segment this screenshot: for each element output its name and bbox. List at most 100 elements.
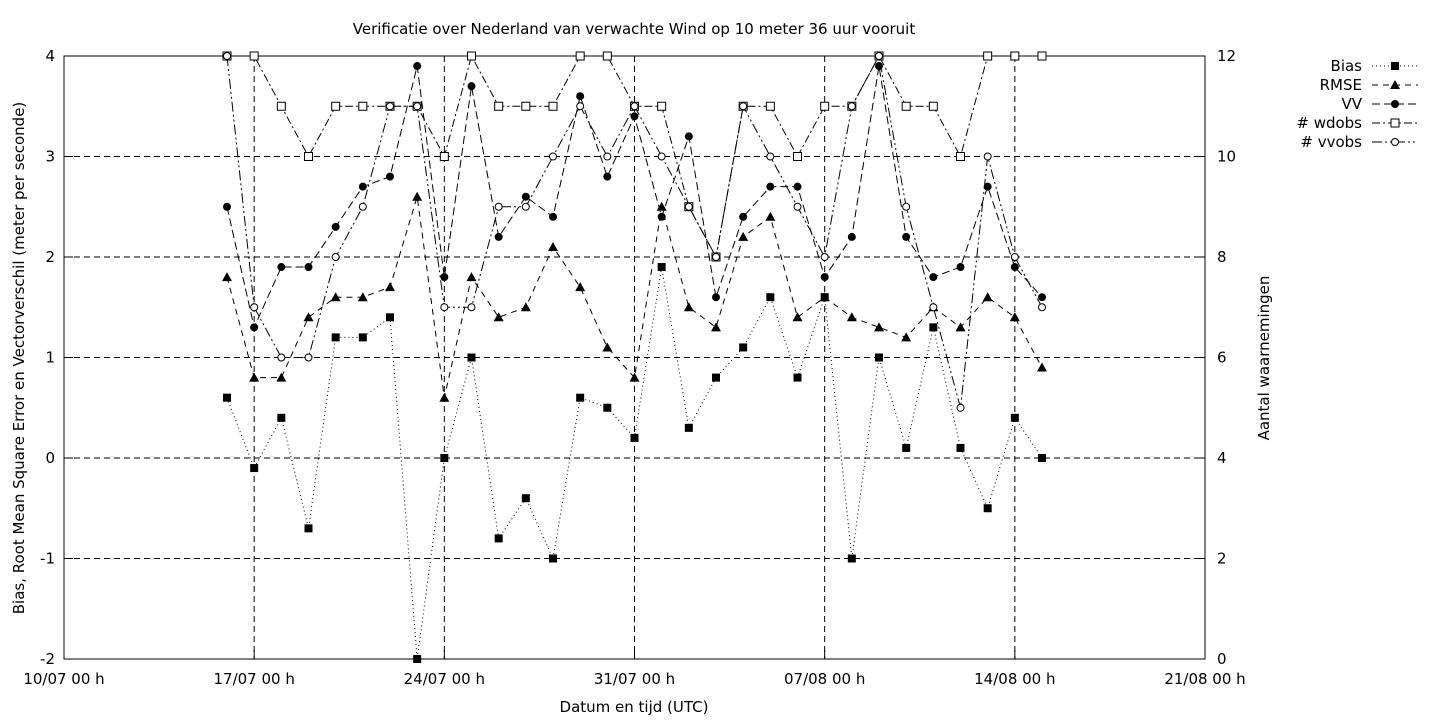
data-point-vvobs — [386, 102, 394, 111]
data-point-bias — [277, 413, 286, 422]
data-point-rmse — [602, 342, 613, 352]
data-point-vvobs — [983, 152, 992, 161]
legend-marker-vvobs — [1391, 138, 1399, 146]
data-point-wdobs — [304, 152, 313, 161]
data-point-bias — [766, 293, 775, 302]
x-tick-label: 31/07 00 h — [594, 670, 675, 688]
data-point-wdobs — [467, 51, 476, 61]
data-point-vvobs — [549, 152, 557, 161]
data-point-vvobs — [712, 253, 720, 261]
data-point-wdobs — [983, 51, 993, 61]
data-point-vv — [929, 273, 938, 282]
data-point-rmse — [466, 272, 477, 282]
chart-title: Verificatie over Nederland van verwachte… — [353, 20, 916, 38]
data-point-vvobs — [684, 202, 693, 211]
y2-tick-label: 10 — [1217, 148, 1236, 166]
data-point-vvobs — [223, 52, 231, 60]
y2-tick-label: 0 — [1217, 650, 1227, 668]
data-point-rmse — [711, 322, 721, 332]
data-point-rmse — [1009, 312, 1020, 322]
data-point-rmse — [738, 231, 749, 241]
data-point-vvobs — [494, 202, 503, 211]
y-axis-label: Bias, Root Mean Square Error en Vectorve… — [10, 102, 28, 615]
x-tick-label: 17/07 00 h — [213, 670, 294, 688]
data-point-vvobs — [603, 152, 612, 161]
data-point-bias — [712, 373, 720, 382]
data-point-bias — [902, 443, 911, 452]
legend-marker-bias — [1391, 62, 1399, 70]
data-point-wdobs — [657, 101, 667, 111]
data-point-wdobs — [928, 101, 938, 111]
data-point-vv — [1010, 263, 1019, 272]
legend-label-vv: VV — [1341, 95, 1362, 113]
x-tick-label: 24/07 00 h — [404, 670, 485, 688]
data-point-bias — [521, 494, 530, 503]
data-point-rmse — [548, 241, 558, 251]
data-point-vv — [467, 82, 476, 91]
data-point-rmse — [874, 322, 884, 332]
data-point-vvobs — [576, 102, 585, 111]
data-point-bias — [929, 323, 938, 332]
data-point-vvobs — [793, 202, 802, 211]
data-point-vvobs — [820, 253, 829, 261]
data-point-vvobs — [766, 152, 775, 161]
data-point-wdobs — [494, 101, 504, 111]
data-point-vvobs — [331, 253, 340, 261]
legend-marker-rmse — [1390, 80, 1400, 89]
data-point-rmse — [656, 201, 667, 211]
legend-marker-vv — [1391, 100, 1399, 108]
data-point-wdobs — [358, 101, 368, 111]
y-tick-label: 1 — [45, 349, 55, 367]
series-vv — [223, 62, 1046, 332]
data-point-rmse — [982, 292, 993, 302]
data-point-vvobs — [1038, 303, 1046, 312]
data-point-bias — [494, 534, 503, 543]
y-tick-label: -1 — [40, 550, 55, 568]
data-point-vv — [521, 192, 530, 201]
grid-lines — [64, 56, 1205, 659]
data-point-vv — [250, 323, 259, 332]
data-point-bias — [358, 333, 367, 342]
y2-tick-label: 4 — [1217, 449, 1227, 467]
data-point-bias — [331, 333, 340, 342]
data-point-vvobs — [304, 353, 313, 362]
data-point-vvobs — [413, 102, 422, 111]
data-point-vv — [223, 202, 231, 211]
data-point-rmse — [493, 312, 504, 322]
data-point-vvobs — [875, 52, 883, 60]
x-tick-label: 07/08 00 h — [784, 670, 865, 688]
data-point-rmse — [222, 272, 232, 282]
data-point-vv — [630, 112, 639, 121]
data-point-vv — [277, 263, 286, 272]
legend-label-wdobs: # wdobs — [1296, 114, 1362, 132]
data-point-rmse — [520, 302, 531, 312]
data-point-rmse — [1037, 362, 1047, 372]
data-point-vvobs — [657, 152, 666, 161]
data-point-bias — [739, 343, 748, 352]
data-point-vvobs — [250, 303, 259, 312]
data-point-vvobs — [739, 102, 748, 111]
y-tick-label: -2 — [40, 650, 55, 668]
legend-label-bias: Bias — [1331, 57, 1363, 75]
data-point-bias — [386, 313, 394, 322]
data-point-vv — [331, 222, 340, 231]
data-point-vv — [304, 263, 313, 272]
y-tick-label: 4 — [45, 47, 55, 65]
data-point-bias — [1038, 454, 1046, 462]
data-point-wdobs — [276, 101, 286, 111]
x-tick-label: 14/08 00 h — [974, 670, 1055, 688]
data-point-bias — [549, 554, 557, 563]
data-point-wdobs — [765, 101, 775, 111]
x-tick-label: 10/07 00 h — [23, 670, 104, 688]
y2-axis-label: Aantal waarnemingen — [1255, 276, 1273, 441]
data-point-rmse — [575, 282, 586, 292]
data-point-rmse — [357, 292, 368, 302]
data-point-wdobs — [820, 101, 830, 111]
series-rmse — [222, 191, 1047, 402]
data-point-rmse — [249, 372, 260, 382]
data-point-vv — [494, 232, 503, 241]
x-tick-label: 21/08 00 h — [1164, 670, 1245, 688]
data-point-wdobs — [1010, 51, 1020, 61]
